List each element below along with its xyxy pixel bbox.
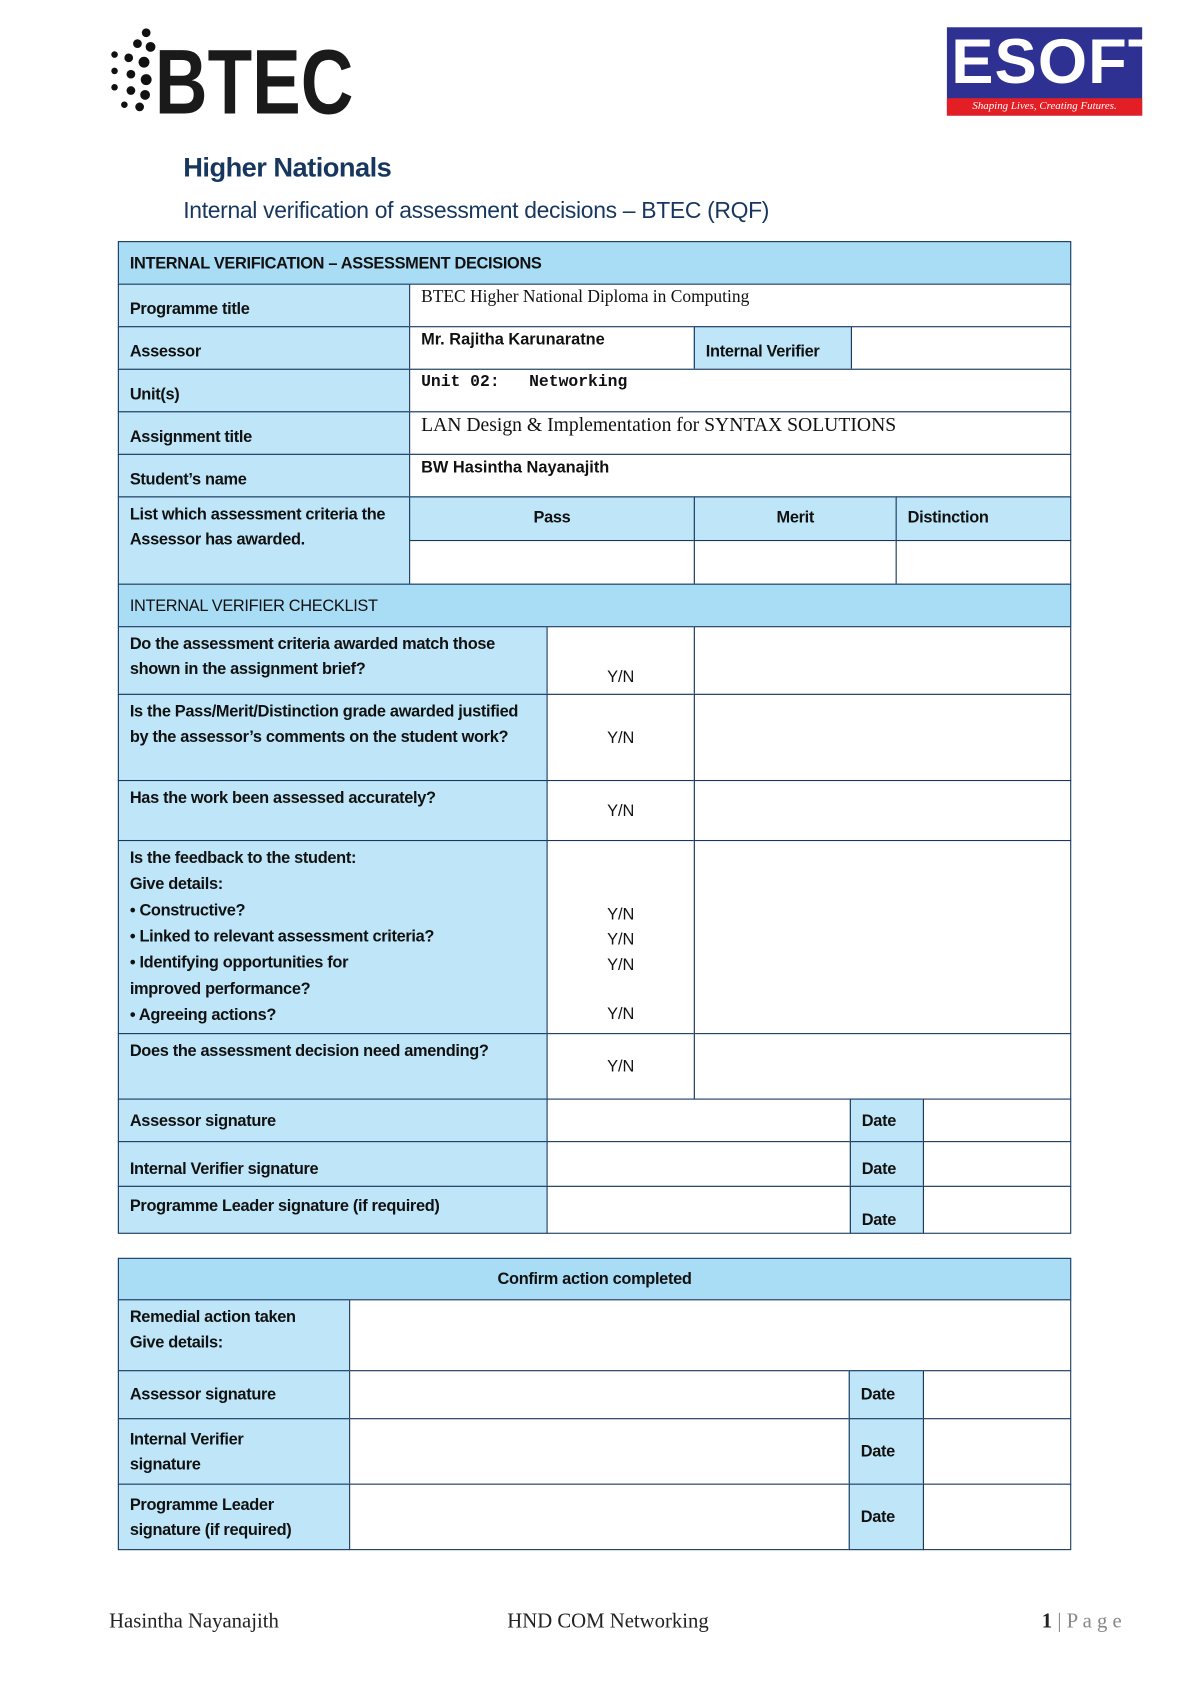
footer-page-number: 1 | P a g e [1042,1610,1122,1634]
q4-yn[interactable]: Y/N [607,905,635,924]
q2-yn[interactable]: Y/N [546,693,695,782]
assessor-value[interactable]: Mr. Rajitha Karunaratne [409,326,695,370]
confirm-iv-signature-label: Internal Verifier signature [117,1418,351,1485]
assessor-signature-label: Assessor signature [117,1098,548,1143]
programme-value[interactable]: BTEC Higher National Diploma in Computin… [409,283,1072,328]
q3-label: Has the work been assessed accurately? [117,779,548,842]
pl-date-field[interactable] [922,1185,1072,1234]
q2-comment[interactable] [693,693,1072,782]
student-name-value[interactable]: BW Hasintha Nayanajith [409,453,1072,498]
q3-yn[interactable]: Y/N [546,779,695,842]
internal-verifier-label: Internal Verifier [693,326,852,370]
q4-item: • Identifying opportunities for improved… [129,953,349,999]
merit-value[interactable] [693,539,897,585]
pass-header: Pass [409,496,695,542]
checklist-heading: INTERNAL VERIFIER CHECKLIST [117,583,1072,628]
esoft-tagline: Shaping Lives, Creating Futures. [946,98,1143,116]
iv-date-field[interactable] [922,1141,1072,1187]
internal-verifier-value[interactable] [850,326,1072,370]
distinction-value[interactable] [895,539,1072,585]
confirm-iv-date-field[interactable] [922,1418,1072,1485]
pl-date-label: Date [849,1185,924,1234]
assessor-date-label: Date [849,1098,924,1143]
assessor-date-field[interactable] [922,1098,1072,1143]
q5-label: Does the assessment decision need amendi… [117,1033,548,1100]
page-label: | P a g e [1057,1610,1122,1634]
q4-yn[interactable]: Y/N [607,955,635,975]
q1-yn[interactable]: Y/N [546,626,695,695]
confirm-iv-signature-text: Internal Verifier signature [129,1429,244,1474]
confirm-pl-date-field[interactable] [922,1483,1072,1551]
q3-comment[interactable] [693,779,1072,842]
confirm-iv-date-label: Date [848,1418,924,1485]
confirm-assessor-signature-field[interactable] [349,1370,850,1420]
iv-date-label: Date [849,1141,924,1187]
programme-label: Programme title [117,283,411,328]
merit-header: Merit [693,496,897,542]
confirm-assessor-signature-label: Assessor signature [117,1370,351,1420]
q4-comment[interactable] [693,839,1072,1035]
q5-comment[interactable] [693,1033,1072,1100]
q2-label: Is the Pass/Merit/Distinction grade awar… [117,693,548,782]
q1-label: Do the assessment criteria awarded match… [117,626,548,695]
q4-yn-group[interactable]: Y/N Y/N Y/N Y/N [546,839,695,1035]
esoft-logo: ESOFT Shaping Lives, Creating Futures. [946,27,1167,116]
q5-yn[interactable]: Y/N [546,1033,695,1100]
assessor-signature-field[interactable] [546,1098,851,1143]
iv-signature-label: Internal Verifier signature [117,1141,548,1187]
remedial-action-label: Remedial action taken [129,1307,296,1327]
q1-comment[interactable] [693,626,1072,695]
confirm-assessor-date-label: Date [848,1370,924,1420]
svg-text:BTEC: BTEC [155,31,354,116]
confirm-iv-signature-field[interactable] [349,1418,850,1485]
footer-author: Hasintha Nayanajith [109,1610,279,1634]
confirm-pl-date-label: Date [848,1483,924,1551]
confirm-heading: Confirm action completed [117,1257,1072,1301]
distinction-header: Distinction [895,496,1072,542]
q4-label: Is the feedback to the student: Give det… [117,839,548,1035]
pl-signature-field[interactable] [546,1185,851,1234]
page-number: 1 [1041,1610,1053,1634]
confirm-pl-signature-text: Programme Leader signature (if required) [129,1495,292,1539]
confirm-pl-signature-label: Programme Leader signature (if required) [117,1483,351,1551]
confirm-assessor-date-field[interactable] [922,1370,1072,1420]
pass-value[interactable] [409,539,695,585]
footer-course: HND COM Networking [507,1610,709,1634]
assignment-title-value[interactable]: LAN Design & Implementation for SYNTAX S… [409,411,1072,455]
iv-signature-field[interactable] [546,1141,851,1187]
remedial-field[interactable] [349,1299,1072,1372]
q4-item: • Agreeing actions? [129,1005,277,1025]
btec-logo: BTEC [109,27,354,133]
q4-give-details: Give details: [129,874,223,894]
q4-yn[interactable]: Y/N [607,930,635,950]
esoft-logo-text: ESOFT [951,26,1168,98]
criteria-label: List which assessment criteria the Asses… [117,496,411,585]
page-subtitle: Internal verification of assessment deci… [183,198,770,224]
decisions-heading: INTERNAL VERIFICATION – ASSESSMENT DECIS… [117,241,1072,285]
units-value[interactable]: Unit 02: Networking [409,368,1072,413]
q4-item: • Linked to relevant assessment criteria… [129,927,435,946]
q4-intro: Is the feedback to the student: [129,848,357,868]
student-name-label: Student’s name [117,453,411,498]
page-title: Higher Nationals [183,152,392,184]
q4-item: • Constructive? [129,901,246,920]
remedial-give-details: Give details: [129,1333,223,1352]
q4-yn[interactable]: Y/N [607,1004,635,1024]
units-label: Unit(s) [117,368,411,413]
btec-dots-icon: BTEC [111,28,354,133]
pl-signature-label: Programme Leader signature (if required) [117,1185,548,1234]
assignment-title-label: Assignment title [117,411,411,455]
confirm-pl-signature-field[interactable] [349,1483,850,1551]
remedial-label: Remedial action taken Give details: [117,1299,351,1372]
assessor-label: Assessor [117,326,411,370]
